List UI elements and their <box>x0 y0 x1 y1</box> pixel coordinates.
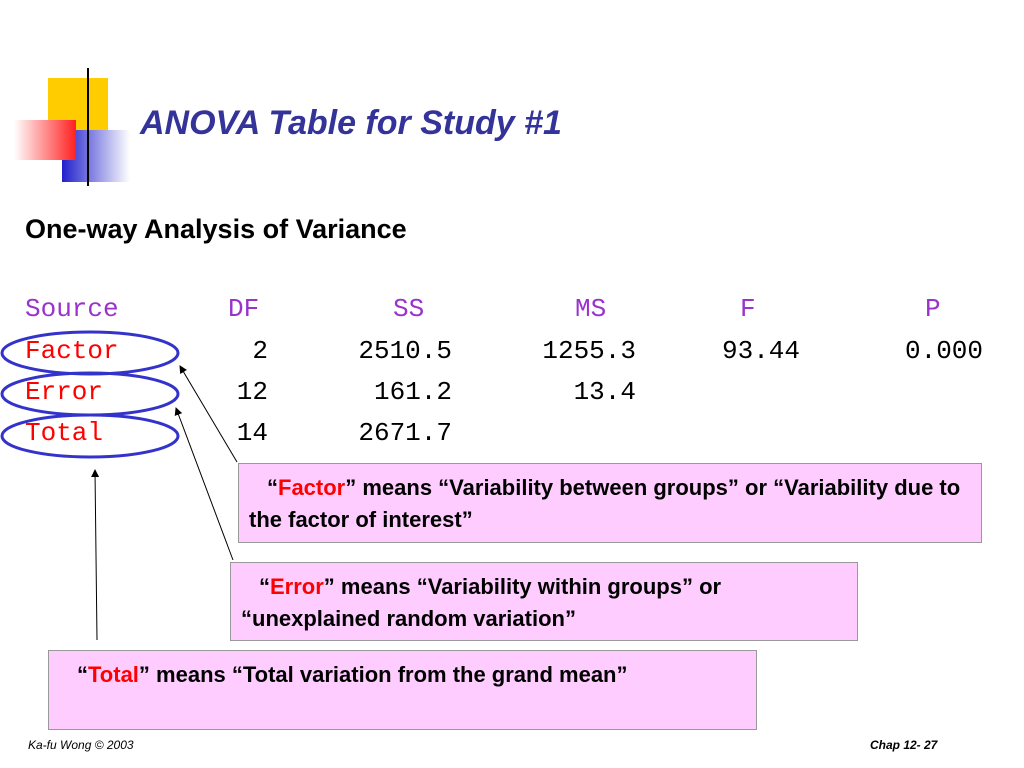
subtitle: One-way Analysis of Variance <box>25 214 407 244</box>
table-cell: 1255.3 <box>542 336 636 366</box>
table-cell: 2671.7 <box>358 418 452 448</box>
note-open-quote: “ <box>267 475 278 500</box>
table-cell: 13.4 <box>573 377 636 407</box>
note-box: “Error” means “Variability within groups… <box>230 562 858 641</box>
note-box: “Factor” means “Variability between grou… <box>238 463 982 543</box>
column-header: MS <box>575 294 607 324</box>
table-cell: 93.44 <box>721 336 800 366</box>
table-cell: 0.000 <box>904 336 983 366</box>
note-term: Total <box>88 662 139 687</box>
column-header: SS <box>393 294 425 324</box>
table-cell: 2510.5 <box>358 336 452 366</box>
column-header: DF <box>228 294 260 324</box>
note-term: Error <box>270 574 324 599</box>
row-label: Total <box>25 418 104 448</box>
table-cell: 14 <box>236 418 268 448</box>
column-header: Source <box>25 294 119 324</box>
table-cell: 2 <box>252 336 268 366</box>
footer-right: Chap 12- 27 <box>870 738 938 752</box>
note-term: Factor <box>278 475 346 500</box>
table-cell: 161.2 <box>373 377 452 407</box>
note-box: “Total” means “Total variation from the … <box>48 650 757 730</box>
note-text: ” means “Variability within groups” or “… <box>241 574 722 631</box>
slide-title: ANOVA Table for Study #1 <box>140 104 562 142</box>
note-text: ” means “Variability between groups” or … <box>249 475 961 532</box>
footer-left: Ka-fu Wong © 2003 <box>28 738 134 752</box>
note-open-quote: “ <box>77 662 88 687</box>
row-label: Factor <box>25 336 119 366</box>
note-open-quote: “ <box>259 574 270 599</box>
column-header: P <box>925 294 941 324</box>
note-text: ” means “Total variation from the grand … <box>138 662 628 687</box>
column-header: F <box>740 294 756 324</box>
table-cell: 12 <box>236 377 268 407</box>
row-label: Error <box>25 377 104 407</box>
